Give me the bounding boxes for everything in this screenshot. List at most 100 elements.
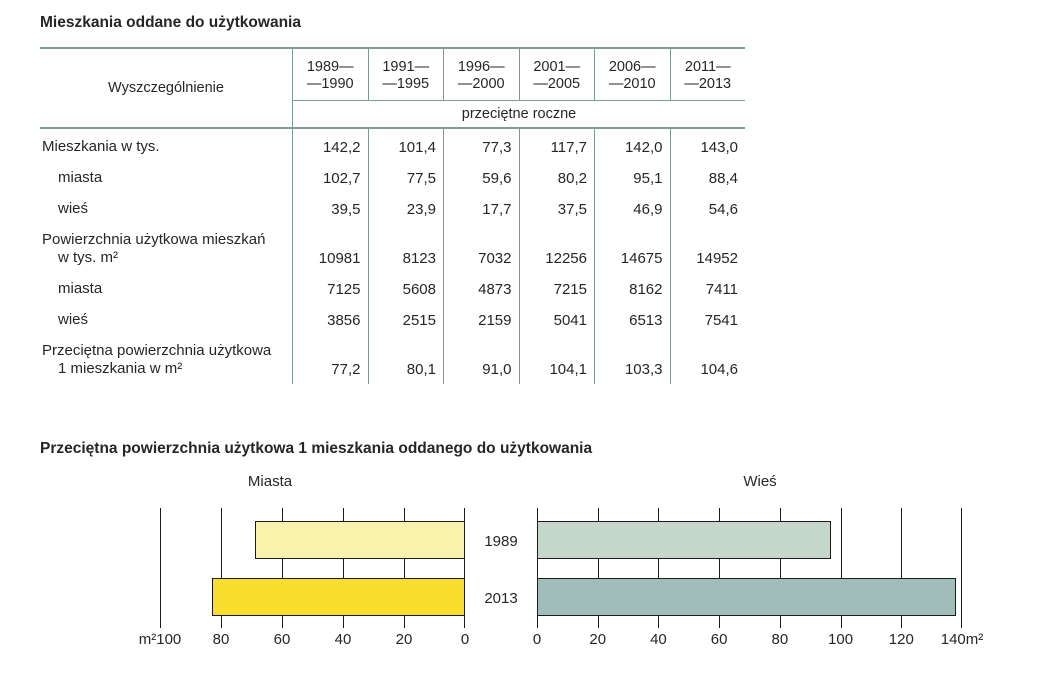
chart-gridline (779, 508, 781, 628)
chart-group-label-wies: Wieś (743, 473, 777, 490)
table-cell: 142,2 (292, 129, 368, 162)
table-cell: 104,1 (518, 335, 595, 384)
table-cell: 103,3 (594, 335, 670, 384)
table-cell: 5041 (518, 304, 595, 335)
table-column-header: 1989— —1990 (292, 49, 368, 100)
chart-gridline (597, 508, 599, 628)
chart-tick-label: 100 (828, 631, 854, 648)
chart-gridline (464, 508, 465, 628)
table-column-header: 1991— —1995 (367, 49, 444, 100)
table-cell: 7032 (443, 224, 519, 273)
table-cell: 59,6 (443, 162, 519, 193)
chart-gridline (840, 508, 842, 628)
table-cell: 7541 (669, 304, 746, 335)
chart-tick-label: 0 (460, 631, 470, 648)
chart-gridline (404, 508, 405, 628)
table-cell: 80,2 (518, 162, 595, 193)
chart-gridline (160, 508, 161, 628)
table-cell: 77,2 (292, 335, 368, 384)
chart-gridline (537, 508, 538, 628)
table-cell: 91,0 (443, 335, 519, 384)
chart-gridline (343, 508, 344, 628)
chart-group-label-miasta: Miasta (247, 473, 293, 490)
table-subheader: przeciętne roczne (292, 100, 745, 127)
table-cell: 3856 (292, 304, 368, 335)
chart-tick-label: 0 (532, 631, 542, 648)
chart-tick-label: 40 (334, 631, 352, 648)
chart-tick-label: 20 (395, 631, 413, 648)
table-row: wieś 3856 2515 2159 5041 6513 7541 (40, 304, 745, 335)
table-cell: 39,5 (292, 193, 368, 224)
table-column-header: 2001— —2005 (518, 49, 595, 100)
table-cell: 104,6 (669, 335, 746, 384)
chart-gridline (221, 508, 222, 628)
table-cell: 7411 (669, 273, 746, 304)
chart-gridline (901, 508, 903, 628)
table-body: Mieszkania w tys. 142,2 101,4 77,3 117,7 142,… (40, 129, 745, 384)
chart-axis-wies: 0 20 40 60 80 100 120 140m² (533, 631, 983, 651)
table-cell: 4873 (443, 273, 519, 304)
table-column-header: 2011— —2013 (669, 49, 746, 100)
table-cell: 46,9 (594, 193, 670, 224)
table-header: Wyszczególnienie przeciętne roczne 1989—… (40, 47, 745, 129)
table-row: Powierzchnia użytkowa mieszkań w tys. m² 1… (40, 224, 745, 273)
table-cell: 10981 (292, 224, 368, 273)
table-cell: 14675 (594, 224, 670, 273)
table-cell: 8123 (367, 224, 444, 273)
table-title: Mieszkania oddane do użytkowania (40, 14, 301, 31)
table-cell: 77,5 (367, 162, 444, 193)
table-cell: 17,7 (443, 193, 519, 224)
chart-tick-label: 80 (771, 631, 789, 648)
table-cell: 23,9 (367, 193, 444, 224)
row-label: wieś (58, 311, 89, 328)
chart-tick-label: 80 (212, 631, 230, 648)
chart-tick-label: 40 (650, 631, 667, 648)
chart-category-label-2013: 2013 (484, 590, 518, 607)
chart-category-label-1989: 1989 (484, 533, 518, 550)
chart-gridline (719, 508, 721, 628)
table-cell: 142,0 (594, 129, 670, 162)
chart-gridline (658, 508, 660, 628)
table-cell: 2159 (443, 304, 519, 335)
table-cell: 102,7 (292, 162, 368, 193)
table-cell: 77,3 (443, 129, 519, 162)
table-row: miasta 7125 5608 4873 7215 8162 7411 (40, 273, 745, 304)
table-cell: 12256 (518, 224, 595, 273)
chart-tick-label: 60 (710, 631, 728, 648)
row-label: Przeciętna powierzchnia użytkowa 1 mieszk… (42, 342, 272, 377)
chart-gridline (961, 508, 962, 628)
chart-plot-wies (537, 508, 962, 628)
table-column-header: 2006— —2010 (594, 49, 670, 100)
table-cell: 8162 (594, 273, 670, 304)
table-cell: 143,0 (669, 129, 746, 162)
chart-bar-miasta-1989 (254, 521, 465, 559)
row-label: miasta (58, 280, 103, 297)
chart-bar-wieś-2013 (537, 578, 956, 616)
table-cell: 54,6 (669, 193, 746, 224)
table-cell: 88,4 (669, 162, 746, 193)
statistics-table: Wyszczególnienie przeciętne roczne 1989—… (40, 47, 745, 384)
table-row: Przeciętna powierzchnia użytkowa 1 mieszk… (40, 335, 745, 384)
row-label: miasta (58, 169, 103, 186)
chart-tick-label: 140m² (940, 631, 984, 648)
table-header-stub: Wyszczególnienie (108, 80, 224, 96)
chart-plot-miasta (160, 508, 465, 628)
row-label: Powierzchnia użytkowa mieszkań w tys. m² (42, 231, 266, 266)
table-cell: 5608 (367, 273, 444, 304)
chart-title: Przeciętna powierzchnia użytkowa 1 miesz… (40, 440, 593, 457)
chart-bar-miasta-2013 (211, 578, 465, 616)
table-row: wieś 39,5 23,9 17,7 37,5 46,9 54,6 (40, 193, 745, 224)
table-cell: 6513 (594, 304, 670, 335)
row-label: wieś (58, 200, 89, 217)
chart-tick-label: 120 (888, 631, 914, 648)
chart-tick-label: 20 (589, 631, 607, 648)
chart-tick-label: m²100 (138, 631, 182, 648)
table-cell: 7215 (518, 273, 595, 304)
table-cell: 37,5 (518, 193, 595, 224)
table-cell: 95,1 (594, 162, 670, 193)
table-cell: 80,1 (367, 335, 444, 384)
chart-gridline (282, 508, 283, 628)
table-cell: 7125 (292, 273, 368, 304)
table-cell: 101,4 (367, 129, 444, 162)
